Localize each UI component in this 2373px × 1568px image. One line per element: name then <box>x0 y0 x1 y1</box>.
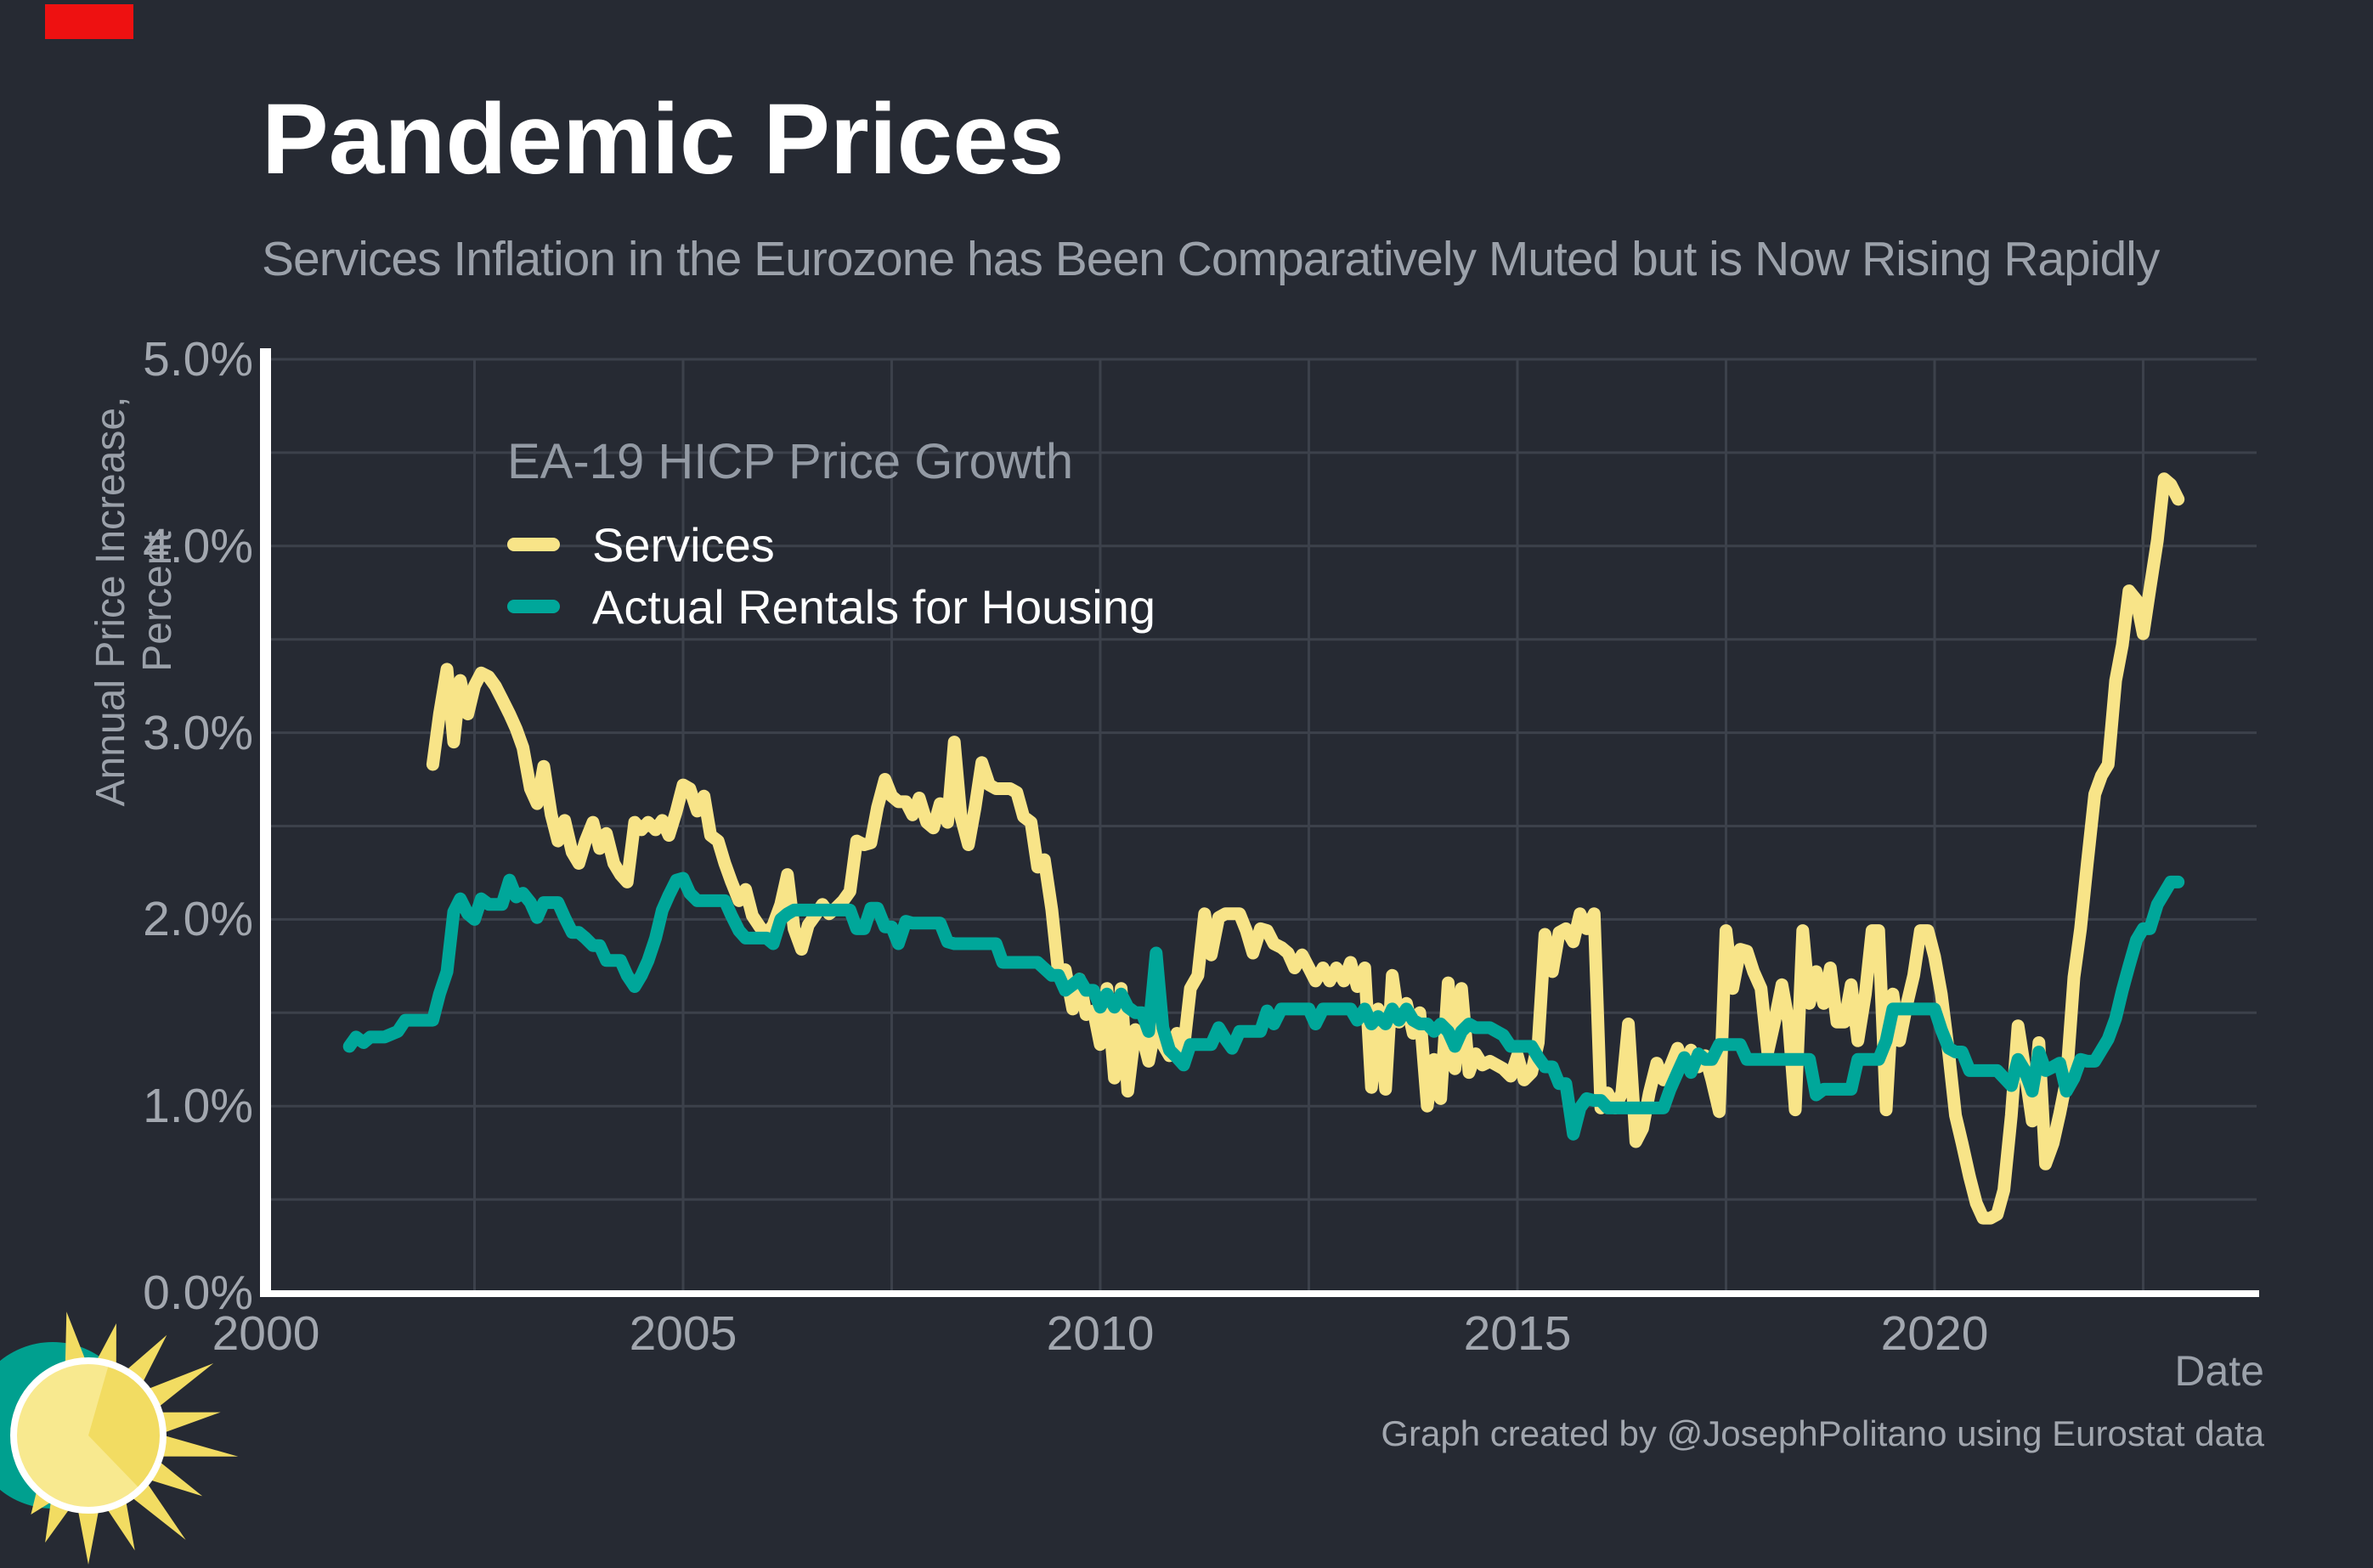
y-tick-label: 3.0% <box>143 706 253 760</box>
legend-label: Actual Rentals for Housing <box>592 579 1156 634</box>
series-line-1 <box>342 871 2185 1141</box>
x-tick-label: 2015 <box>1463 1306 1572 1361</box>
legend-title: EA-19 HICP Price Growth <box>507 434 1074 489</box>
legend: EA-19 HICP Price Growth Services Actual … <box>507 434 1155 634</box>
y-tick-label: 1.0% <box>143 1079 253 1133</box>
x-tick-label: 2010 <box>1046 1306 1155 1361</box>
legend-item-rentals: Actual Rentals for Housing <box>507 579 1155 634</box>
y-tick-label: 4.0% <box>143 519 253 573</box>
page-title: Pandemic Prices <box>262 83 1065 195</box>
x-tick-label: 2020 <box>1880 1306 1989 1361</box>
legend-label: Services <box>592 517 775 572</box>
x-axis-title: Date <box>2174 1347 2264 1395</box>
rentals-swatch-icon <box>507 600 560 613</box>
chart-subtitle: Services Inflation in the Eurozone has B… <box>262 232 2160 286</box>
y-axis-title: Annual Price Increase, Percent <box>88 396 180 807</box>
x-tick-label: 2005 <box>629 1306 737 1361</box>
series-line-0 <box>426 472 2185 1225</box>
recording-indicator <box>45 4 133 39</box>
y-tick-label: 5.0% <box>143 332 253 386</box>
sun-logo <box>0 1311 239 1565</box>
x-tick-label: 2000 <box>212 1306 320 1361</box>
y-tick-label: 0.0% <box>143 1266 253 1320</box>
y-tick-label: 2.0% <box>143 892 253 946</box>
services-swatch-icon <box>507 538 560 551</box>
legend-item-services: Services <box>507 517 1155 572</box>
attribution-text: Graph created by @JosephPolitano using E… <box>1381 1413 2264 1453</box>
